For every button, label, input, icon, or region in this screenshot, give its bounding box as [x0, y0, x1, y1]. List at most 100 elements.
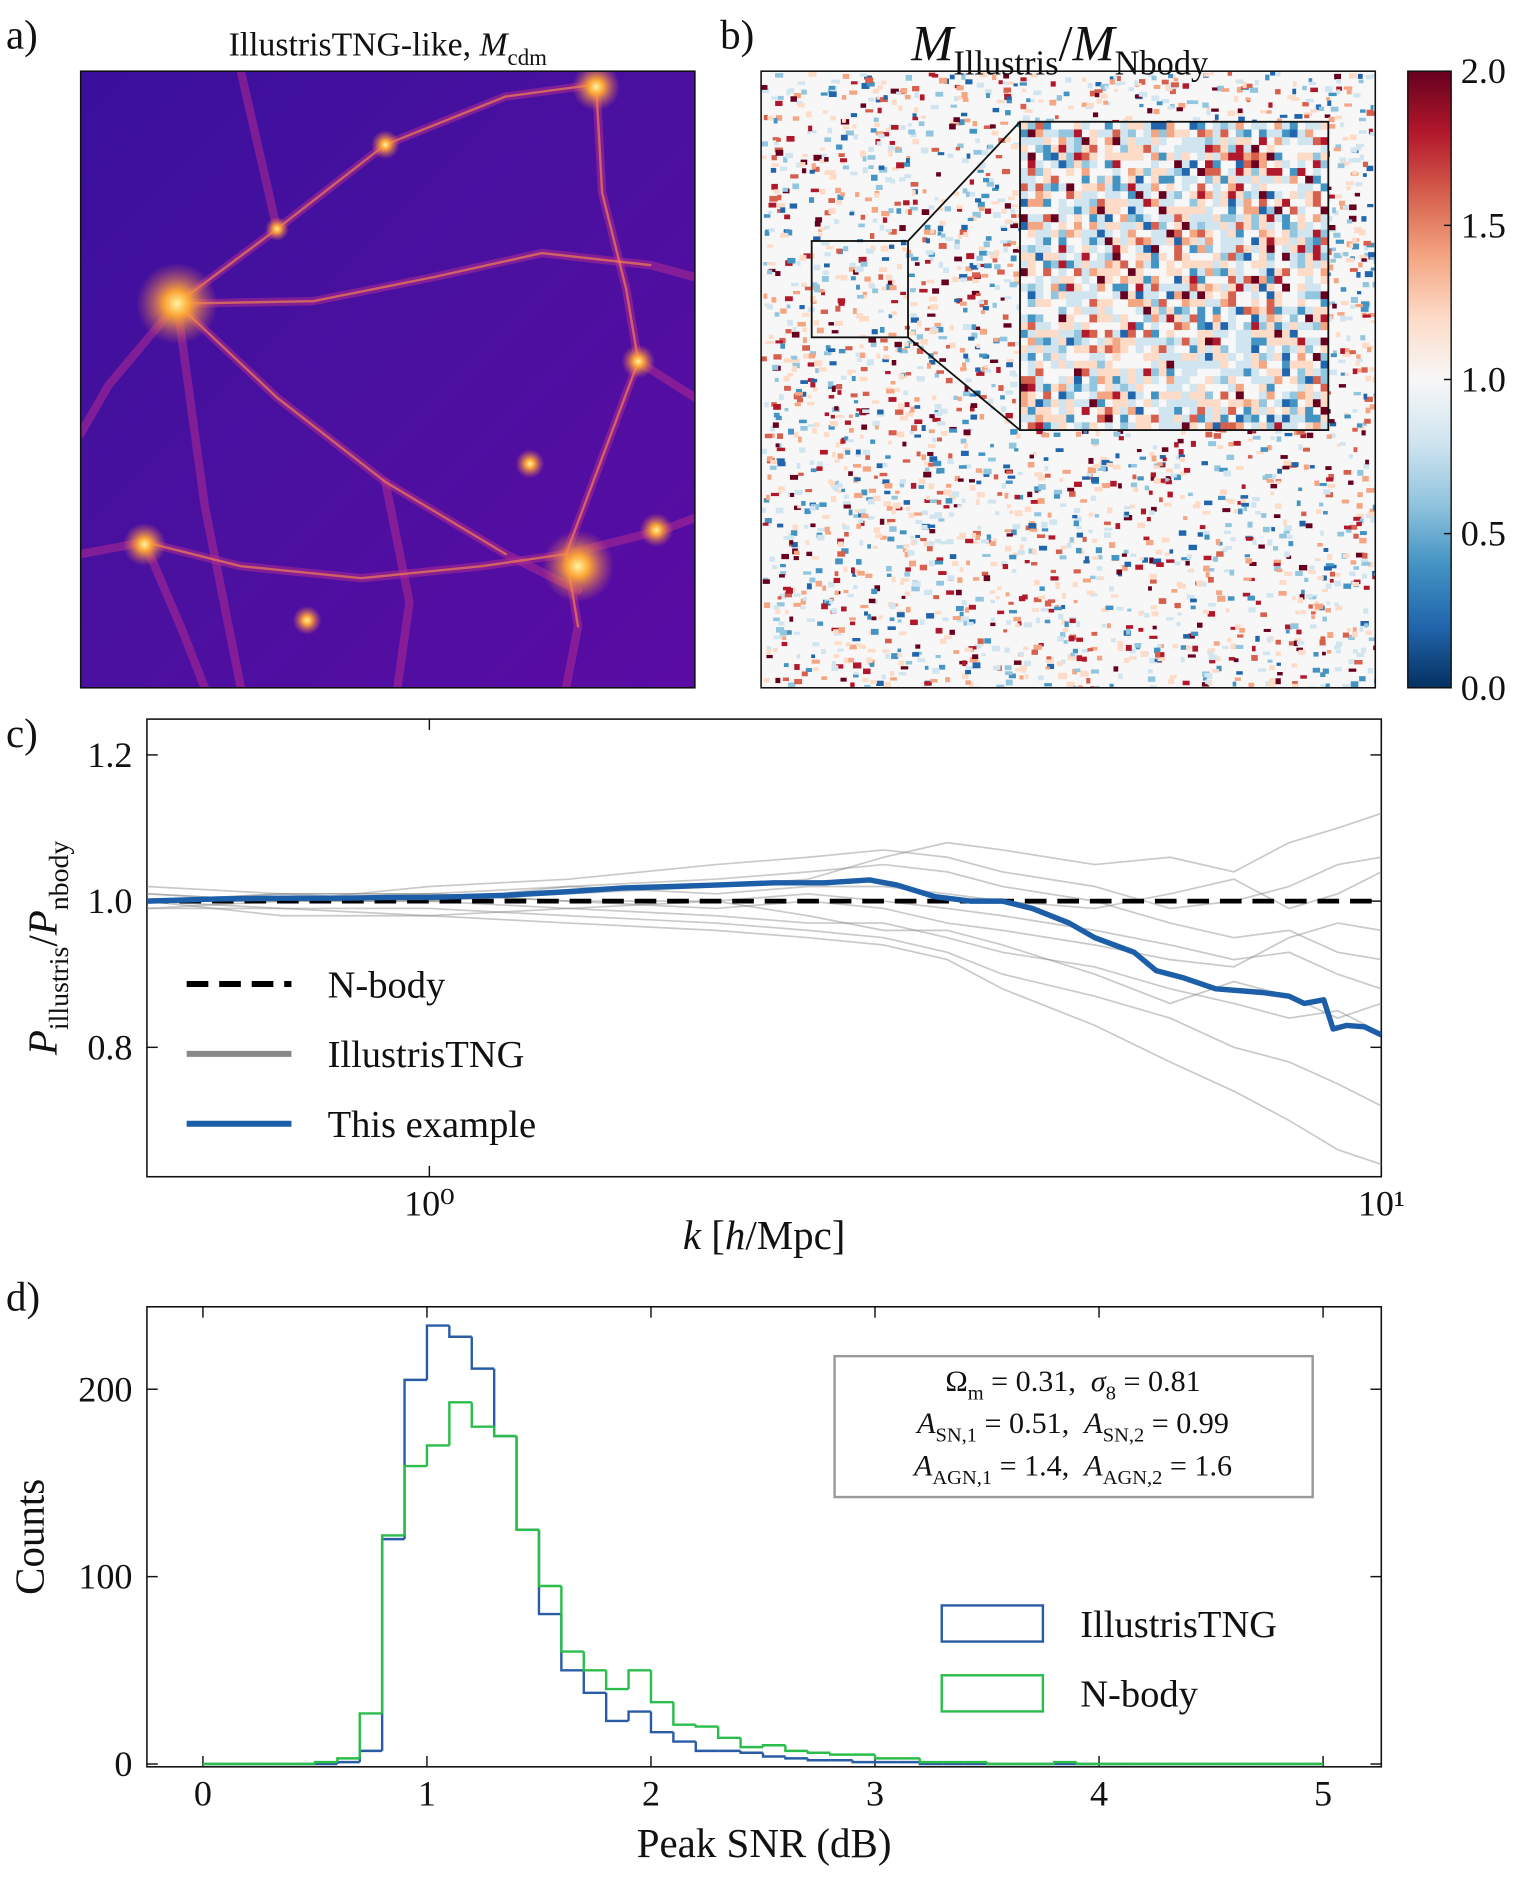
pixel [1284, 551, 1290, 558]
pixel [815, 368, 819, 373]
pixel [802, 327, 807, 332]
pixel [1346, 316, 1353, 321]
pixel [1189, 160, 1198, 169]
pixel [1135, 368, 1144, 377]
pixel [902, 459, 911, 463]
pixel [825, 245, 834, 250]
pixel [1197, 229, 1206, 238]
histogram-step [403, 1378, 427, 1540]
pixel [948, 512, 955, 517]
pixel [812, 642, 820, 647]
histogram-step [537, 1529, 562, 1588]
pixel [1258, 229, 1267, 238]
pixel [1313, 651, 1319, 657]
pixel [1273, 559, 1282, 564]
pixel [904, 591, 911, 596]
pixel [765, 340, 774, 344]
pixel [977, 169, 984, 173]
pixel [1080, 499, 1087, 503]
pixel [775, 507, 784, 514]
pixel [1189, 191, 1198, 200]
pixel [898, 660, 905, 666]
pixel [1097, 221, 1106, 230]
pixel [998, 385, 1004, 392]
pixel [1282, 229, 1291, 238]
pixel [1127, 144, 1136, 153]
pixel [1317, 542, 1323, 547]
pixel [1212, 306, 1221, 315]
pixel [939, 220, 946, 226]
pixel [1084, 556, 1090, 562]
pixel [1312, 160, 1321, 169]
pixel [1297, 129, 1306, 138]
pixel [852, 571, 857, 577]
pixel [1251, 368, 1260, 377]
pixel [888, 208, 894, 214]
pixel [1348, 73, 1358, 79]
pixel [1180, 429, 1186, 435]
pixel [936, 490, 944, 495]
pixel [1359, 518, 1364, 524]
pixel [1251, 306, 1260, 315]
pixel [1312, 314, 1321, 323]
pixel [981, 571, 989, 577]
pixel [883, 95, 888, 100]
pixel [899, 177, 906, 182]
pixel [1117, 75, 1121, 82]
pixel [1330, 106, 1339, 112]
pixel [1158, 214, 1167, 223]
pixel [1369, 508, 1376, 515]
pixel [1282, 399, 1291, 408]
pixel [1109, 683, 1114, 688]
pixel [1147, 669, 1153, 674]
pixel [936, 580, 944, 586]
pixel [1228, 252, 1237, 261]
pixel [1212, 87, 1218, 91]
pixel [1305, 337, 1314, 346]
pixel [1006, 240, 1012, 245]
pixel [1320, 144, 1329, 153]
pixel [877, 409, 884, 415]
pixel [961, 158, 969, 163]
text-part: = 1.4, [992, 1448, 1084, 1482]
pixel [1035, 345, 1044, 354]
pixel [834, 641, 842, 646]
pixel [932, 395, 937, 401]
pixel [1282, 121, 1291, 130]
pixel [1043, 198, 1052, 207]
pixel [1320, 383, 1329, 392]
pixel [764, 230, 770, 236]
pixel [1043, 144, 1052, 153]
pixel [799, 305, 805, 310]
pixel [849, 427, 854, 433]
pixel [1258, 168, 1267, 176]
math-symbol: M [1072, 15, 1118, 71]
pixel [1274, 429, 1283, 434]
pixel [934, 411, 943, 416]
pixel [935, 627, 943, 634]
pixel [956, 407, 962, 412]
pixel [1282, 283, 1291, 292]
pixel [1209, 568, 1215, 572]
pixel [860, 214, 866, 220]
pixel [1082, 578, 1091, 583]
pixel [1073, 337, 1082, 346]
pixel [1295, 571, 1303, 576]
pixel [1151, 245, 1159, 254]
pixel [1008, 442, 1017, 449]
pixel [1089, 245, 1098, 254]
pixel [1097, 175, 1106, 184]
ensemble-line [146, 907, 1382, 1034]
pixel [1073, 198, 1082, 207]
pixel [1010, 220, 1018, 226]
pixel [956, 266, 962, 270]
pixel [1305, 523, 1313, 529]
pixel [955, 146, 961, 151]
pixel [1158, 306, 1167, 315]
pixel [831, 330, 839, 334]
pixel [1299, 520, 1306, 527]
pixel [1289, 329, 1298, 338]
pixel [1050, 329, 1059, 338]
pixel [937, 152, 945, 156]
pixel [792, 116, 800, 121]
